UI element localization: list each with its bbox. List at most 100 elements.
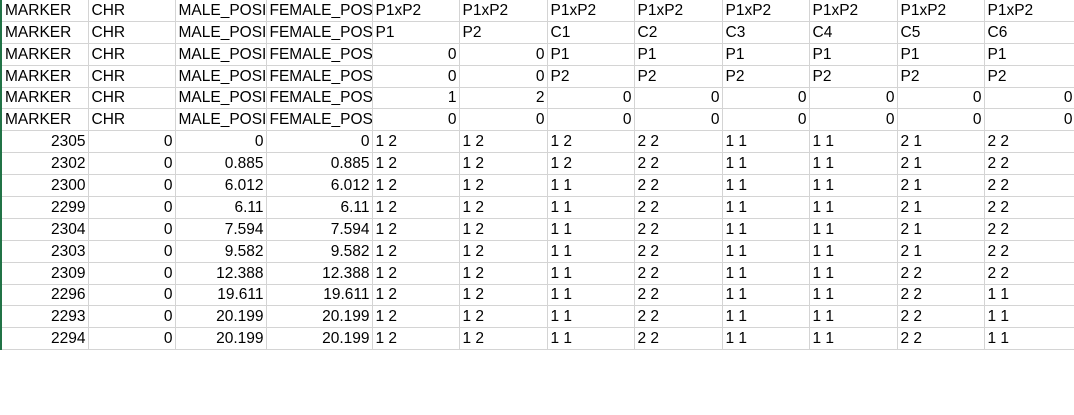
cell[interactable]: 1 2: [372, 218, 460, 241]
cell[interactable]: C5: [897, 21, 985, 44]
cell[interactable]: MARKER: [0, 108, 89, 132]
cell[interactable]: 2 2: [634, 240, 723, 263]
cell[interactable]: C2: [634, 21, 723, 44]
cell[interactable]: P1xP2: [897, 0, 985, 22]
cell[interactable]: 1 2: [459, 284, 548, 307]
cell[interactable]: P1: [897, 43, 985, 66]
cell[interactable]: 2 1: [897, 240, 985, 263]
cell[interactable]: 1 1: [984, 327, 1074, 351]
cell[interactable]: 0: [984, 87, 1074, 110]
cell[interactable]: 1 1: [547, 174, 635, 198]
cell[interactable]: 0: [459, 43, 548, 66]
cell[interactable]: P1: [547, 43, 635, 66]
cell[interactable]: 2 2: [634, 262, 723, 285]
cell[interactable]: 2296: [0, 284, 89, 307]
cell[interactable]: P2: [547, 65, 635, 88]
cell[interactable]: 2 2: [634, 284, 723, 307]
cell[interactable]: 6.012: [175, 174, 267, 198]
cell[interactable]: CHR: [88, 65, 176, 88]
cell[interactable]: 2 2: [634, 218, 723, 241]
cell[interactable]: 1 2: [547, 130, 635, 154]
cell[interactable]: 1 1: [722, 152, 810, 176]
cell[interactable]: 1 2: [372, 305, 460, 329]
cell[interactable]: 1 1: [722, 305, 810, 329]
cell[interactable]: 1 2: [459, 130, 548, 154]
cell[interactable]: 0: [88, 284, 176, 307]
cell[interactable]: FEMALE_POSITION: [266, 43, 373, 66]
cell[interactable]: 2303: [0, 240, 89, 263]
cell[interactable]: P1xP2: [722, 0, 810, 22]
cell[interactable]: 1 1: [722, 262, 810, 285]
cell[interactable]: 2305: [0, 130, 89, 154]
cell[interactable]: P1: [984, 43, 1074, 66]
cell[interactable]: MARKER: [0, 0, 89, 22]
cell[interactable]: 1 1: [547, 240, 635, 263]
cell[interactable]: CHR: [88, 0, 176, 22]
cell[interactable]: 1 1: [722, 218, 810, 241]
cell[interactable]: 1 2: [459, 152, 548, 176]
cell[interactable]: 1 1: [809, 262, 898, 285]
cell[interactable]: 0: [984, 108, 1074, 132]
cell[interactable]: 1 1: [722, 174, 810, 198]
cell[interactable]: P1xP2: [547, 0, 635, 22]
cell[interactable]: 1 1: [722, 327, 810, 351]
cell[interactable]: 2 1: [897, 152, 985, 176]
cell[interactable]: 1 1: [722, 240, 810, 263]
cell[interactable]: 2 2: [897, 327, 985, 351]
cell[interactable]: 12.388: [266, 262, 373, 285]
cell[interactable]: CHR: [88, 87, 176, 110]
cell[interactable]: P2: [634, 65, 723, 88]
cell[interactable]: P2: [897, 65, 985, 88]
cell[interactable]: 20.199: [175, 305, 267, 329]
cell[interactable]: 7.594: [175, 218, 267, 241]
cell[interactable]: 20.199: [266, 305, 373, 329]
cell[interactable]: 20.199: [266, 327, 373, 351]
cell[interactable]: 2 2: [634, 196, 723, 219]
cell[interactable]: 0: [809, 108, 898, 132]
cell[interactable]: 0: [175, 130, 267, 154]
cell[interactable]: C4: [809, 21, 898, 44]
cell[interactable]: 2 1: [897, 218, 985, 241]
cell[interactable]: 2 2: [984, 196, 1074, 219]
cell[interactable]: 2 2: [984, 152, 1074, 176]
cell[interactable]: 7.594: [266, 218, 373, 241]
cell[interactable]: P1xP2: [634, 0, 723, 22]
cell[interactable]: 6.11: [175, 196, 267, 219]
cell[interactable]: CHR: [88, 108, 176, 132]
cell[interactable]: 0.885: [266, 152, 373, 176]
cell[interactable]: FEMALE_POSITION: [266, 65, 373, 88]
cell[interactable]: C6: [984, 21, 1074, 44]
cell[interactable]: 0: [897, 87, 985, 110]
cell[interactable]: 2 1: [897, 130, 985, 154]
cell[interactable]: 2 2: [634, 152, 723, 176]
cell[interactable]: 1 1: [547, 284, 635, 307]
cell[interactable]: 1 1: [722, 196, 810, 219]
cell[interactable]: 0: [722, 108, 810, 132]
cell[interactable]: 0: [88, 240, 176, 263]
cell[interactable]: P2: [809, 65, 898, 88]
cell[interactable]: 2 2: [634, 174, 723, 198]
cell[interactable]: 1 1: [809, 196, 898, 219]
cell[interactable]: 1 2: [459, 174, 548, 198]
cell[interactable]: 2299: [0, 196, 89, 219]
cell[interactable]: 0: [722, 87, 810, 110]
cell[interactable]: P1: [634, 43, 723, 66]
cell[interactable]: MALE_POSITION: [175, 43, 267, 66]
cell[interactable]: FEMALE_POSITION: [266, 0, 373, 22]
cell[interactable]: 2 2: [984, 174, 1074, 198]
cell[interactable]: 1 1: [809, 284, 898, 307]
cell[interactable]: P2: [722, 65, 810, 88]
cell[interactable]: 1 1: [809, 174, 898, 198]
cell[interactable]: 1 2: [459, 196, 548, 219]
cell[interactable]: 2 1: [897, 196, 985, 219]
cell[interactable]: 2 2: [984, 218, 1074, 241]
cell[interactable]: 0: [372, 43, 460, 66]
cell[interactable]: 0: [547, 108, 635, 132]
cell[interactable]: 1 2: [372, 152, 460, 176]
cell[interactable]: 1 2: [459, 240, 548, 263]
cell[interactable]: 1 2: [459, 305, 548, 329]
cell[interactable]: 1 2: [372, 327, 460, 351]
cell[interactable]: 0.885: [175, 152, 267, 176]
cell[interactable]: 2 1: [897, 174, 985, 198]
cell[interactable]: 1 2: [459, 327, 548, 351]
